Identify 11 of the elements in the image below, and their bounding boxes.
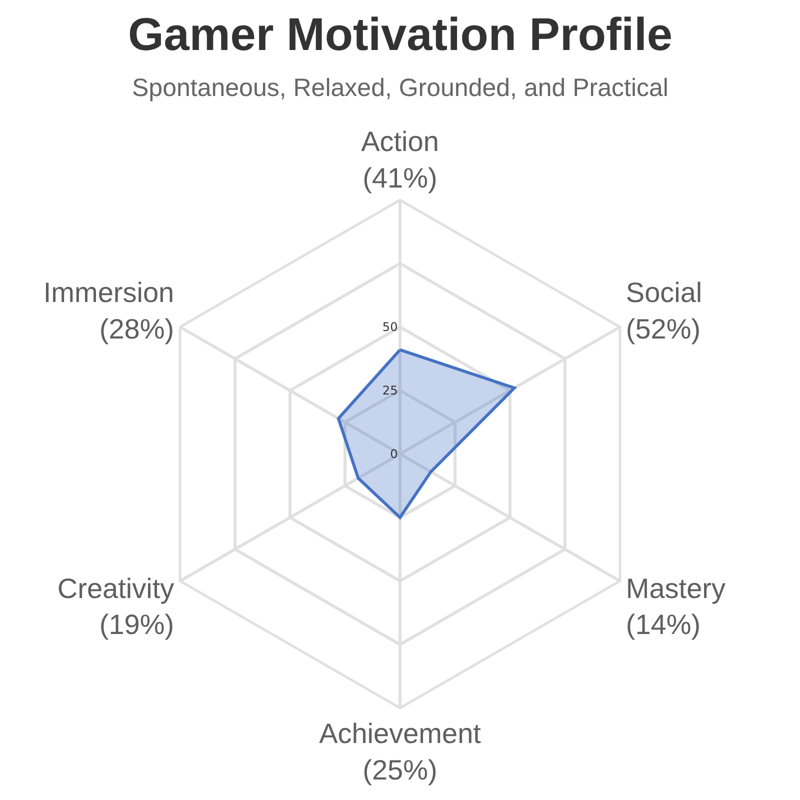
spoke-label: Social (52%)	[626, 276, 702, 344]
spoke-label: Achievement (25%)	[319, 718, 482, 786]
chart-title: Gamer Motivation Profile	[128, 8, 672, 60]
spoke-label: Immersion (28%)	[43, 276, 174, 344]
spoke-label: Action (41%)	[361, 126, 439, 194]
y-tick-label: 25	[382, 383, 398, 398]
spoke-label: Creativity (19%)	[57, 572, 174, 640]
y-tick-label: 0	[390, 446, 398, 461]
y-tick-label: 50	[382, 320, 398, 334]
chart-subtitle: Spontaneous, Relaxed, Grounded, and Practical	[132, 74, 668, 102]
spoke-label: Mastery (14%)	[626, 572, 726, 640]
